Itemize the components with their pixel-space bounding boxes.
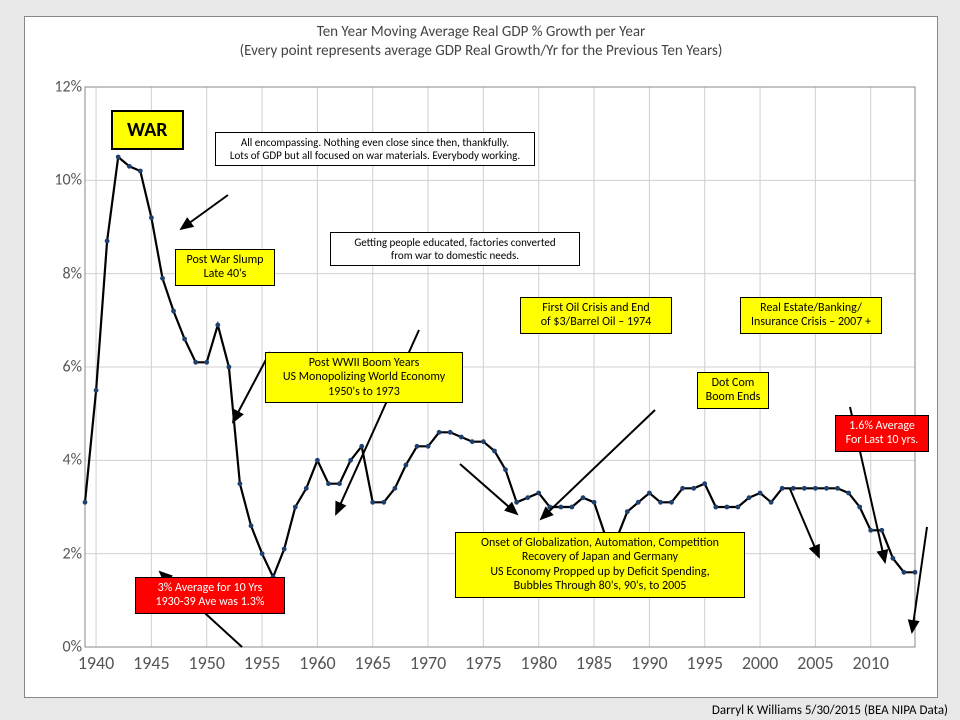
x-tick-label: 1990 xyxy=(631,652,668,674)
callout-oil-crisis: First Oil Crisis and Endof $3/Barrel Oil… xyxy=(520,297,672,334)
x-tick-label: 1965 xyxy=(354,652,391,674)
x-tick-label: 2000 xyxy=(742,652,779,674)
callout-war: WAR xyxy=(111,110,184,150)
x-tick-label: 1960 xyxy=(299,652,336,674)
y-tick-label: 0% xyxy=(32,638,82,657)
y-tick-label: 12% xyxy=(32,78,82,97)
x-tick-label: 1940 xyxy=(78,652,115,674)
callout-real-estate: Real Estate/Banking/Insurance Crisis – 2… xyxy=(740,297,882,334)
callout-educated: Getting people educated, factories conve… xyxy=(330,232,580,266)
callout-last10: 1.6% AverageFor Last 10 yrs. xyxy=(835,415,929,452)
x-tick-label: 1985 xyxy=(576,652,613,674)
y-tick-label: 8% xyxy=(32,264,82,283)
x-tick-label: 1955 xyxy=(244,652,281,674)
x-tick-label: 1945 xyxy=(133,652,170,674)
x-tick-label: 1980 xyxy=(520,652,557,674)
y-tick-label: 4% xyxy=(32,451,82,470)
x-tick-label: 1995 xyxy=(686,652,723,674)
x-tick-label: 1970 xyxy=(410,652,447,674)
x-tick-label: 1975 xyxy=(465,652,502,674)
y-tick-label: 6% xyxy=(32,358,82,377)
callout-boom-years: Post WWII Boom YearsUS Monopolizing Worl… xyxy=(265,352,463,403)
callout-dotcom: Dot ComBoom Ends xyxy=(697,372,769,409)
y-tick-label: 2% xyxy=(32,544,82,563)
attribution: Darryl K Williams 5/30/2015 (BEA NIPA Da… xyxy=(712,703,948,718)
x-tick-label: 2010 xyxy=(852,652,889,674)
callout-1930s-avg: 3% Average for 10 Yrs1930-39 Ave was 1.3… xyxy=(135,577,285,614)
chart-container: Ten Year Moving Average Real GDP % Growt… xyxy=(24,16,938,698)
callout-globalization: Onset of Globalization, Automation, Comp… xyxy=(455,532,745,598)
x-tick-label: 1950 xyxy=(188,652,225,674)
title-line-1: Ten Year Moving Average Real GDP % Growt… xyxy=(317,23,646,41)
chart-title: Ten Year Moving Average Real GDP % Growt… xyxy=(25,23,937,61)
callout-war-note: All encompassing. Nothing even close sin… xyxy=(215,132,535,166)
title-line-2: (Every point represents average GDP Real… xyxy=(240,42,723,60)
y-tick-label: 10% xyxy=(32,171,82,190)
x-tick-label: 2005 xyxy=(797,652,834,674)
callout-postwar-slump: Post War SlumpLate 40's xyxy=(175,249,275,286)
